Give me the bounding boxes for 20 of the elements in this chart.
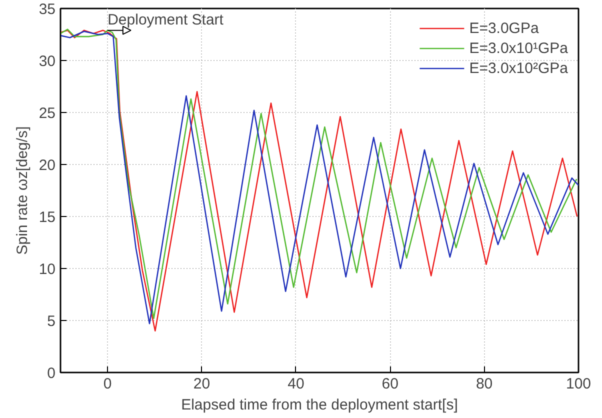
y-tick-label: 30 — [38, 53, 56, 70]
y-tick-label: 5 — [47, 313, 56, 330]
y-axis-title: Spin rate ωz[deg/s] — [14, 126, 31, 255]
y-tick-label: 25 — [38, 105, 56, 122]
y-tick-label: 0 — [47, 365, 56, 382]
x-tick-label: 100 — [566, 376, 592, 392]
legend-label: E=3.0GPa — [469, 20, 539, 36]
x-tick-label: 20 — [193, 376, 210, 392]
x-tick-label: 0 — [103, 376, 112, 392]
y-tick-label: 15 — [38, 209, 56, 226]
annotation: Deployment Start — [108, 11, 224, 28]
y-tick-label: 20 — [38, 157, 56, 174]
y-tick-label: 10 — [38, 261, 56, 278]
y-tick-label: 35 — [38, 1, 56, 18]
x-axis-title: Elapsed time from the deployment start[s] — [181, 396, 458, 414]
x-tick-label: 80 — [476, 376, 493, 392]
x-tick-label: 40 — [288, 376, 304, 392]
legend-label: E=3.0x10²GPa — [469, 60, 568, 76]
x-tick-label: 60 — [382, 376, 398, 392]
legend-label: E=3.0x10¹GPa — [469, 40, 568, 56]
